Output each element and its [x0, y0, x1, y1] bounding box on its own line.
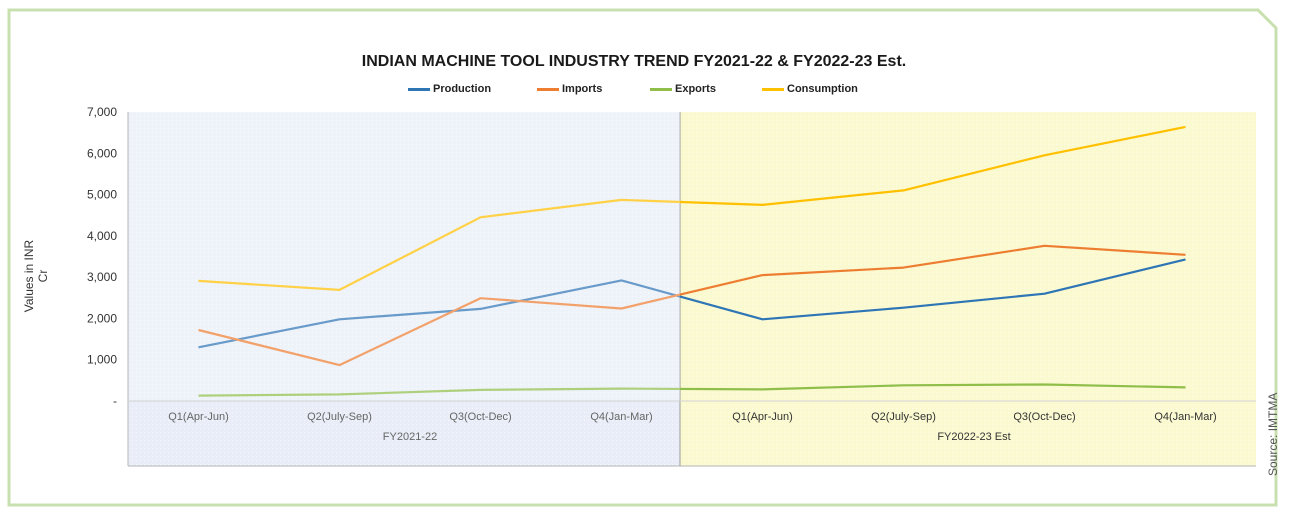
source-credit: Source: IMTMA [1266, 392, 1280, 476]
y-tick-label: 2,000 [87, 311, 117, 325]
legend-swatch-production [408, 87, 430, 91]
y-tick-label: 1,000 [87, 353, 117, 367]
x-tick-label: Q1(Apr-Jun) [168, 411, 229, 423]
chart-title: INDIAN MACHINE TOOL INDUSTRY TREND FY202… [361, 53, 907, 70]
series-line-consumption [198, 125, 1186, 291]
x-tick-label: Q4(Jan-Mar) [1154, 411, 1216, 423]
legend-label-imports: Imports [562, 83, 603, 95]
x-tick-label: Q2(July-Sep) [307, 411, 372, 423]
legend-swatch-consumption [762, 87, 784, 91]
legend-item-production: Production [408, 83, 491, 95]
series-line-exports [198, 383, 1186, 397]
y-tick-label: 3,000 [87, 270, 117, 284]
fy2021-22-fade [129, 112, 680, 400]
y-tick-label: - [113, 394, 117, 408]
y-tick-label: 6,000 [87, 146, 117, 160]
legend-item-exports: Exports [650, 83, 716, 95]
x-tick-label: Q2(July-Sep) [871, 411, 936, 423]
x-group-label: FY2022-23 Est [937, 431, 1010, 443]
y-tick-label: 4,000 [87, 229, 117, 243]
x-tick-label: Q3(Oct-Dec) [1013, 411, 1075, 423]
series-line-imports [198, 244, 1186, 367]
chart-legend: Production Imports Exports Consumption [0, 83, 1268, 97]
y-tick-label: 7,000 [87, 105, 117, 119]
legend-item-consumption: Consumption [762, 83, 858, 95]
legend-label-exports: Exports [675, 83, 716, 95]
y-tick-label: 5,000 [87, 188, 117, 202]
legend-swatch-imports [537, 87, 559, 91]
x-tick-label: Q4(Jan-Mar) [590, 411, 652, 423]
x-tick-label: Q1(Apr-Jun) [732, 411, 793, 423]
legend-item-imports: Imports [537, 83, 602, 95]
x-tick-label: Q3(Oct-Dec) [449, 411, 511, 423]
x-group-label: FY2021-22 [383, 431, 437, 443]
legend-label-production: Production [433, 83, 492, 95]
legend-swatch-exports [650, 87, 672, 91]
series-line-production [198, 258, 1186, 349]
legend-label-consumption: Consumption [787, 83, 858, 95]
